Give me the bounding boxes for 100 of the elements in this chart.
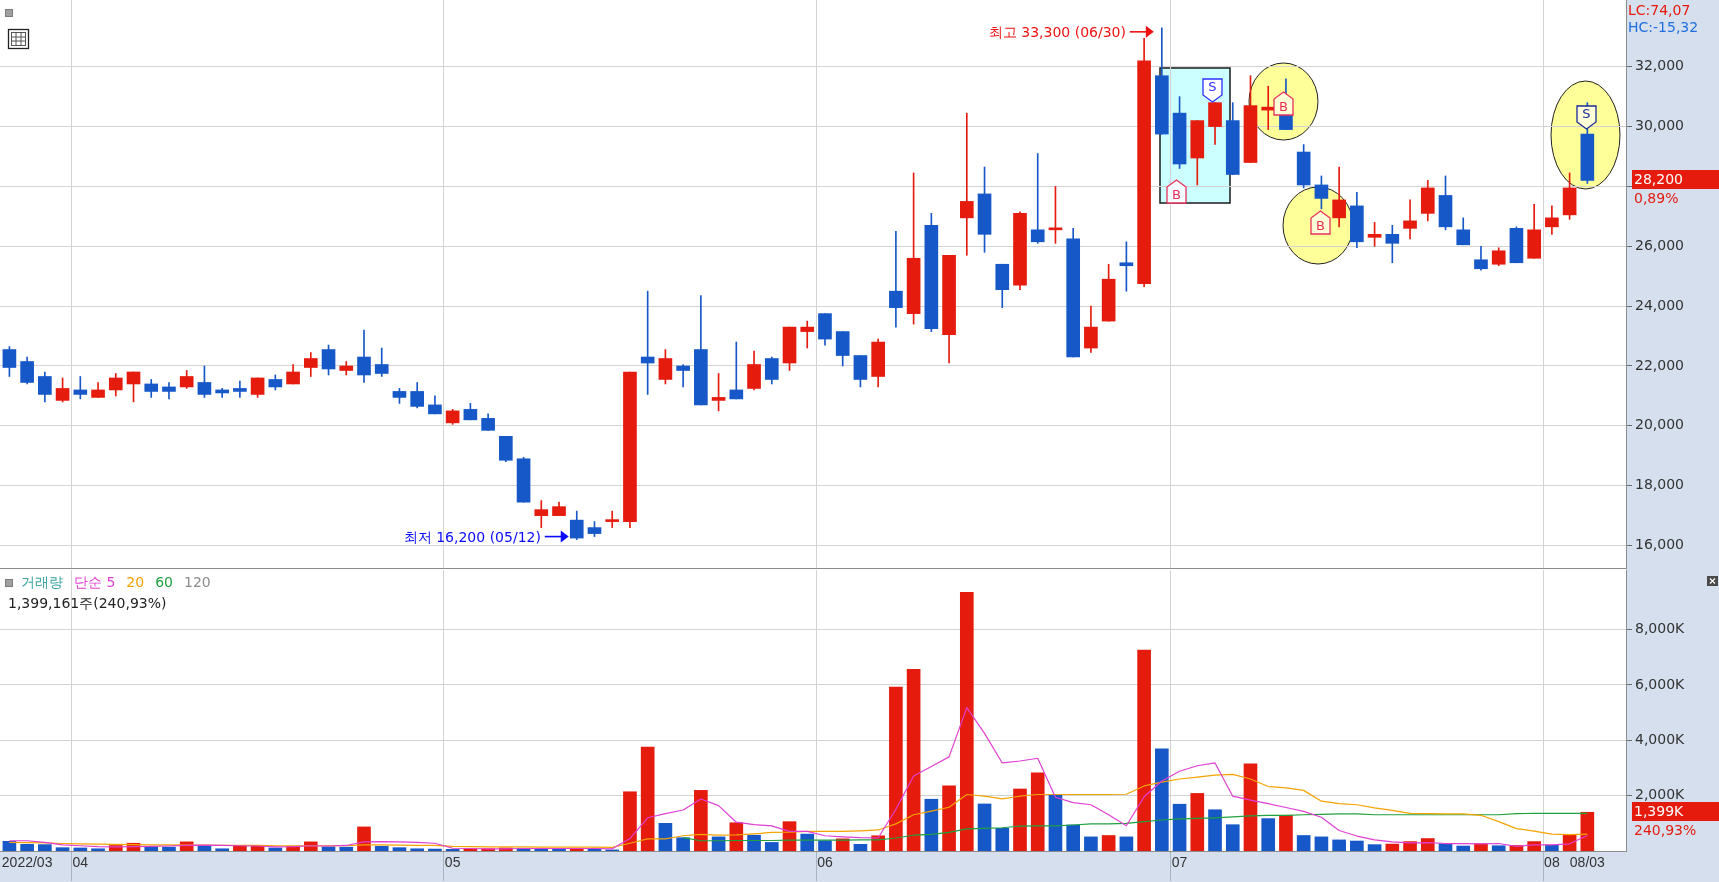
bar	[215, 848, 229, 851]
x-tick-label: 04	[72, 854, 89, 871]
bar	[1084, 836, 1098, 851]
bar	[1208, 809, 1222, 851]
bar	[1101, 835, 1116, 851]
candlestick	[729, 341, 744, 400]
bar	[1491, 845, 1506, 851]
bar	[233, 845, 247, 851]
bar	[339, 846, 354, 851]
annotation: S	[1207, 79, 1218, 95]
annotation: S	[1581, 106, 1592, 122]
bar	[1420, 838, 1435, 851]
bar	[1332, 839, 1346, 851]
bar	[889, 686, 903, 851]
bar	[1385, 843, 1400, 851]
x-tick-label: 07	[1171, 854, 1188, 871]
bar	[1314, 836, 1329, 851]
x-tick-label: 08/03	[1569, 854, 1606, 871]
text: 240,93%	[1634, 822, 1697, 839]
bar	[392, 847, 407, 851]
bar	[1155, 748, 1169, 851]
bar	[1367, 844, 1382, 851]
x-tick-label: 2022/03	[1, 854, 53, 871]
text: LC:74,07	[1628, 2, 1691, 18]
y-tick-label: 30,000	[1635, 117, 1684, 134]
bar	[924, 798, 939, 851]
legend-label: 120	[184, 574, 211, 591]
text: 20	[126, 574, 145, 591]
text: 0,89%	[1634, 190, 1679, 207]
y-tick-label: 24,000	[1635, 296, 1684, 313]
annotation: B	[1278, 99, 1289, 115]
bar	[800, 833, 815, 851]
annotation: B	[1171, 187, 1182, 203]
text: 28,200	[1632, 170, 1719, 190]
bar	[676, 837, 690, 851]
x-tick-label: 08	[1544, 854, 1560, 871]
bar	[1296, 835, 1311, 851]
bar	[1013, 788, 1027, 851]
candlestick	[676, 364, 690, 388]
bar	[1456, 845, 1471, 851]
bar	[640, 746, 655, 851]
bar	[1545, 844, 1559, 851]
bar	[977, 803, 992, 851]
bar	[1190, 793, 1205, 851]
candlestick	[640, 290, 655, 395]
y-tick-label: 16,000	[1635, 536, 1684, 553]
bar	[410, 848, 425, 851]
x-tick-label: 06	[817, 854, 833, 871]
bar	[959, 592, 974, 851]
candlestick	[1403, 199, 1417, 240]
y-tick-label: 8,000K	[1635, 620, 1686, 637]
annotation: B	[1315, 218, 1326, 234]
bar	[1172, 803, 1187, 851]
bar	[2, 840, 17, 851]
bar	[1030, 772, 1045, 851]
bar	[623, 791, 637, 851]
text: 1,399K	[1632, 802, 1719, 822]
bar	[658, 822, 673, 851]
y-tick-label: 2,000K	[1635, 786, 1686, 803]
candlestick	[1030, 153, 1045, 244]
bar	[38, 844, 52, 851]
candlestick	[605, 510, 620, 528]
bar	[835, 838, 850, 851]
bar	[764, 842, 779, 851]
y-tick-label: 18,000	[1635, 476, 1684, 493]
y-tick-label: 6,000K	[1635, 675, 1686, 692]
text: 60	[155, 574, 174, 591]
candlestick	[889, 231, 903, 328]
bar	[694, 790, 708, 851]
annotation: 최고 33,300 (06/30)	[988, 23, 1126, 40]
annotation: 최저 16,200 (05/12)	[403, 528, 541, 545]
y-tick-label: 22,000	[1635, 356, 1684, 373]
bar	[91, 848, 105, 851]
bar	[1066, 824, 1081, 851]
bar	[1580, 811, 1595, 851]
annotation: 1,399,161주(240,93%)	[8, 595, 167, 611]
legend-title: 거래량	[21, 574, 63, 591]
y-tick-label: 4,000K	[1635, 730, 1686, 747]
bar	[818, 840, 832, 851]
bar	[853, 844, 868, 851]
bar	[1137, 649, 1151, 851]
bar	[1119, 836, 1134, 851]
bar	[20, 844, 34, 851]
bar	[1225, 824, 1240, 851]
bar	[995, 827, 1010, 851]
candlestick	[534, 500, 549, 528]
bar	[747, 834, 761, 851]
bar	[1243, 763, 1258, 851]
y-tick-label: 26,000	[1635, 236, 1684, 253]
bar	[162, 846, 176, 851]
y-tick-label: 20,000	[1635, 416, 1684, 433]
x-tick-label: 05	[444, 854, 461, 871]
candlestick	[959, 112, 974, 256]
bar	[942, 785, 956, 851]
bar	[1261, 818, 1276, 851]
bar	[906, 669, 921, 851]
bar	[55, 847, 70, 851]
y-tick-label: 32,000	[1635, 57, 1684, 74]
bar	[374, 845, 389, 851]
bar	[1350, 840, 1364, 851]
